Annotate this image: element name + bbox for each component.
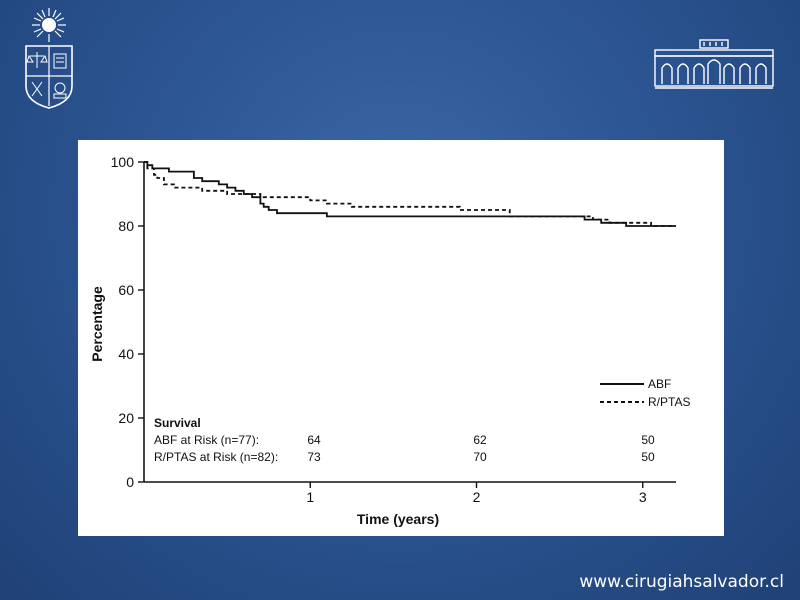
y-tick-label: 80 [118, 218, 134, 234]
y-tick-label: 0 [126, 474, 134, 490]
legend-label-rptas: R/PTAS [648, 395, 690, 409]
at-risk-label-rptas: R/PTAS at Risk (n=82): [154, 450, 278, 464]
x-axis-label: Time (years) [357, 511, 439, 527]
hospital-building-icon [654, 39, 774, 89]
at-risk-value: 50 [641, 433, 655, 447]
survival-chart-panel: 0 20 40 60 80 100 1 2 3 Percentage Time (years)… [78, 140, 724, 536]
legend-label-abf: ABF [648, 377, 671, 391]
at-risk-value: 50 [641, 450, 655, 464]
x-ticks: 1 2 3 [306, 482, 647, 505]
y-tick-label: 40 [118, 346, 134, 362]
series-line-abf [144, 161, 676, 227]
x-tick-label: 2 [473, 489, 481, 505]
hospital-building-logo [652, 38, 776, 92]
survival-chart: 0 20 40 60 80 100 1 2 3 Percentage Time (years)… [89, 154, 690, 527]
x-tick-label: 1 [306, 489, 314, 505]
at-risk-value: 64 [307, 433, 321, 447]
y-ticks: 0 20 40 60 80 100 [111, 154, 144, 490]
university-crest-icon [25, 8, 73, 109]
x-tick-label: 3 [639, 489, 647, 505]
y-tick-label: 20 [118, 410, 134, 426]
at-risk-value: 73 [307, 450, 321, 464]
y-tick-label: 100 [111, 154, 135, 170]
series-layer [144, 161, 676, 227]
at-risk-value: 62 [473, 433, 487, 447]
y-tick-label: 60 [118, 282, 134, 298]
legend: ABF R/PTAS [600, 377, 690, 409]
survival-title: Survival [154, 416, 201, 430]
survival-table: Survival ABF at Risk (n=77): R/PTAS at R… [154, 416, 655, 464]
footer-url[interactable]: www.cirugiahsalvador.cl [579, 572, 784, 592]
at-risk-label-abf: ABF at Risk (n=77): [154, 433, 259, 447]
at-risk-value: 70 [473, 450, 487, 464]
university-crest-logo [20, 6, 78, 110]
y-axis-label: Percentage [89, 286, 105, 362]
